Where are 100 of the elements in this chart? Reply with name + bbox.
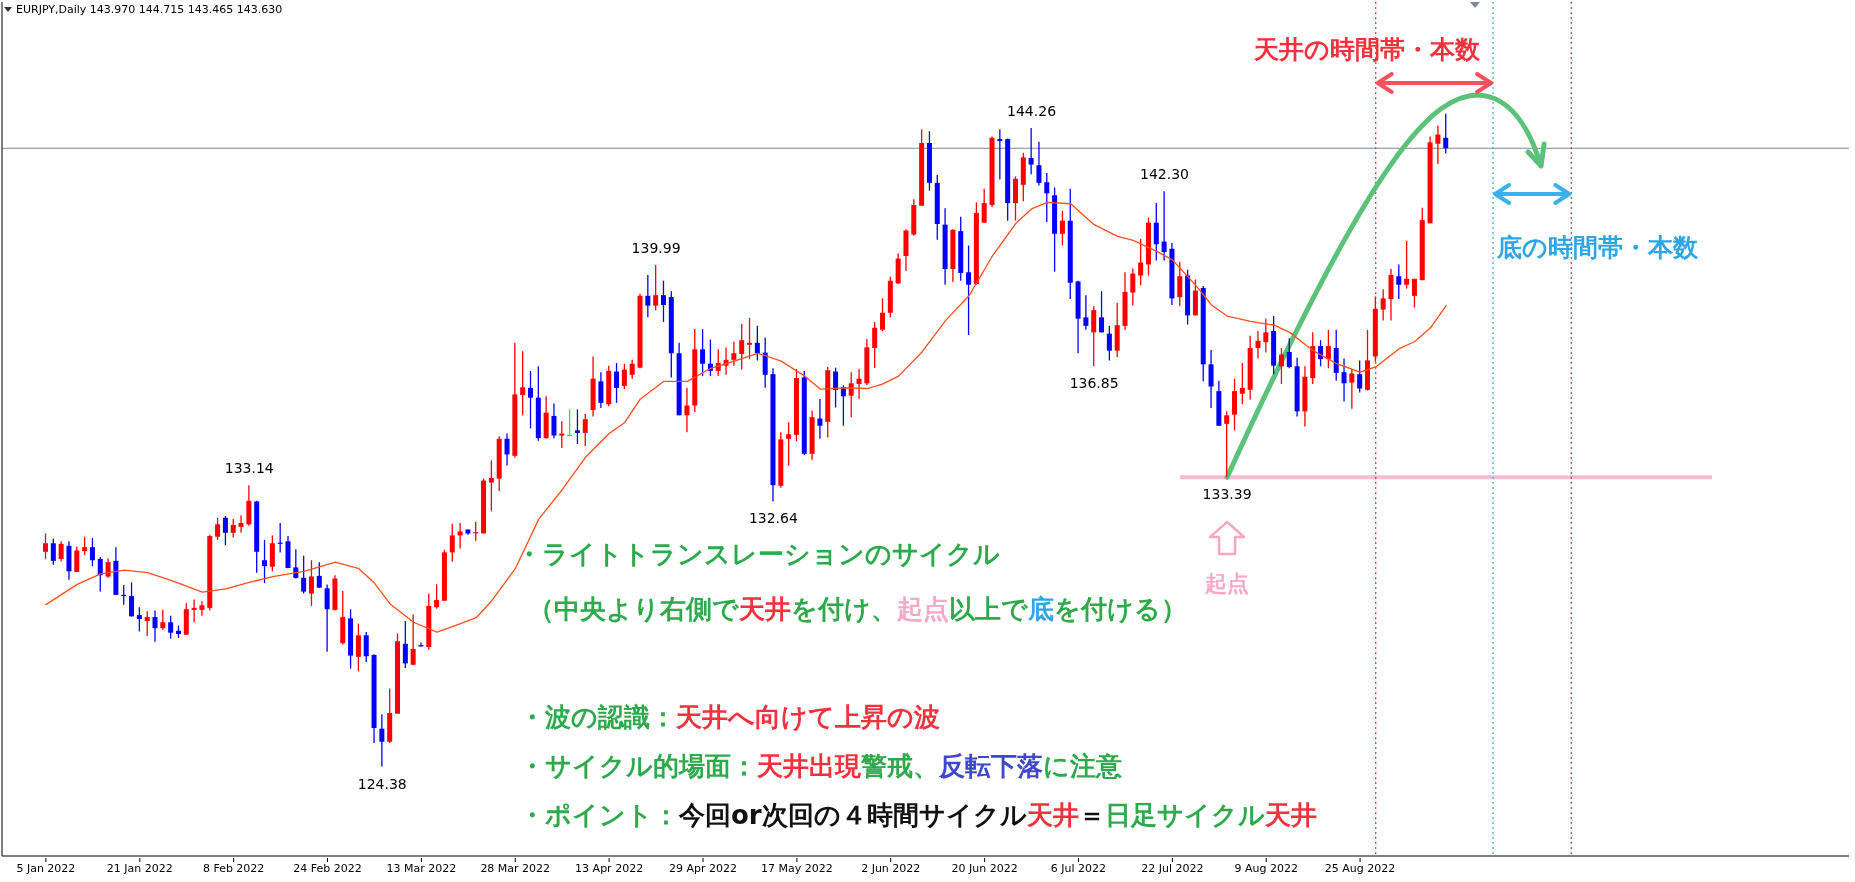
annotation: を付ける）: [1054, 594, 1187, 624]
text: 天井の時間帯・本数: [1254, 35, 1480, 64]
candlestick: [1138, 238, 1144, 287]
candlestick: [739, 323, 745, 371]
text: 天井: [1026, 800, 1079, 830]
candlestick: [262, 539, 268, 584]
candlestick: [222, 515, 228, 546]
annotation: 天井: [739, 594, 791, 624]
annotation: 天井へ向けて上昇の波: [676, 702, 940, 732]
candlestick: [614, 362, 620, 404]
candlestick: [551, 402, 557, 439]
candlestick: [645, 274, 651, 318]
text: 136.85: [1069, 375, 1119, 392]
x-tick-label: 17 May 2022: [761, 862, 833, 875]
candlestick: [97, 556, 103, 593]
candlestick: [1263, 318, 1269, 354]
x-tick-label: 5 Jan 2022: [16, 862, 76, 875]
candlestick: [58, 540, 64, 563]
x-tick-label: 8 Feb 2022: [202, 862, 265, 875]
candlestick: [629, 359, 635, 380]
x-tick-label: 28 Mar 2022: [480, 862, 551, 875]
candlestick: [1130, 267, 1136, 307]
annotation: 底: [1028, 594, 1054, 624]
candlestick: [191, 598, 197, 623]
text: 133.14: [224, 460, 274, 477]
annotation: 天井出現: [757, 751, 861, 781]
candlestick: [199, 600, 205, 617]
text: 142.30: [1140, 166, 1190, 183]
candlestick: [1044, 172, 1050, 223]
candlestick: [89, 537, 95, 567]
annotation: ・波の認識：: [519, 702, 676, 732]
candlestick: [653, 264, 659, 311]
candlestick: [82, 536, 88, 556]
candlestick: [168, 615, 174, 640]
candlestick: [582, 413, 588, 447]
text: ・ポイント：: [519, 800, 679, 830]
x-tick-label: 9 Aug 2022: [1234, 862, 1298, 875]
candlestick: [504, 432, 510, 467]
x-tick-label: 25 Aug 2022: [1324, 862, 1396, 875]
candlestick: [660, 280, 666, 323]
candlestick: [1091, 305, 1097, 367]
candlestick: [1036, 141, 1042, 187]
candlestick: [1255, 330, 1261, 360]
candlestick: [129, 581, 135, 618]
candlestick: [559, 420, 565, 449]
annotation: を付け、: [791, 594, 897, 624]
candlestick: [1278, 347, 1284, 385]
text: 144.26: [1007, 103, 1057, 120]
x-tick-label: 24 Feb 2022: [293, 862, 362, 875]
candlestick: [598, 371, 604, 409]
candlestick: [1357, 359, 1363, 394]
annotation: 反転下落: [939, 751, 1043, 781]
text: 日足サイクル: [1104, 800, 1265, 830]
candlestick: [1396, 263, 1402, 300]
text: 132.64: [748, 510, 798, 527]
candlestick: [293, 548, 299, 580]
text: 今回or次回の４時間サイクル: [679, 800, 1027, 830]
x-tick-label: 20 Jun 2022: [951, 862, 1018, 875]
annotation: 起点: [897, 594, 949, 624]
candlestick: [1099, 290, 1105, 334]
annotation: 以上で: [949, 594, 1028, 624]
annotation: （中央より右側で: [528, 594, 739, 624]
candlestick: [74, 545, 80, 573]
candlestick: [215, 517, 221, 541]
candlestick: [1443, 113, 1449, 155]
text: 133.39: [1202, 486, 1252, 503]
candlestick: [574, 408, 580, 445]
candlestick: [144, 610, 150, 637]
candlestick: [230, 518, 236, 539]
candlestick: [833, 366, 839, 409]
candlestick: [872, 321, 878, 369]
candlestick: [238, 514, 244, 534]
x-tick-label: 13 Mar 2022: [386, 862, 457, 875]
x-tick-label: 2 Jun 2022: [861, 862, 921, 875]
candlestick: [1286, 337, 1292, 369]
candlestick: [301, 555, 307, 595]
candlestick: [856, 368, 862, 400]
candlestick: [402, 620, 408, 669]
candlestick: [880, 297, 886, 332]
candlestick: [684, 387, 690, 433]
candlestick: [1059, 210, 1065, 247]
candlestick: [621, 363, 627, 390]
candlestick: [747, 317, 753, 360]
candlestick: [316, 561, 322, 589]
candlestick: [762, 336, 768, 389]
candlestick: [1411, 278, 1417, 309]
candlestick: [246, 484, 252, 527]
candlestick: [269, 534, 275, 572]
candlestick: [786, 421, 792, 467]
candlestick: [1153, 202, 1159, 262]
candlestick: [1232, 378, 1238, 431]
x-tick-label: 29 Apr 2022: [668, 862, 738, 875]
candlestick: [434, 583, 440, 610]
candlestick: [1161, 190, 1167, 262]
candlestick: [136, 606, 142, 633]
candlestick: [1349, 368, 1355, 410]
candlestick: [1028, 127, 1034, 176]
candlestick: [1083, 294, 1089, 331]
annotation: 警戒、: [861, 751, 939, 781]
candlestick: [379, 713, 385, 768]
